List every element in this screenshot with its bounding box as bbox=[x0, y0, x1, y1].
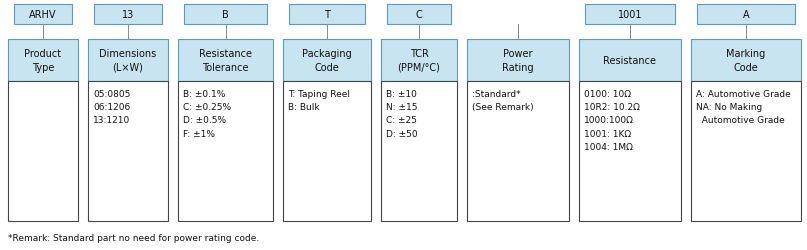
Bar bbox=[697, 5, 795, 25]
Text: Dimensions
(L×W): Dimensions (L×W) bbox=[99, 49, 157, 72]
Bar bbox=[88, 82, 168, 221]
Bar bbox=[178, 40, 273, 82]
Bar bbox=[8, 82, 78, 221]
Text: ARHV: ARHV bbox=[29, 10, 56, 20]
Bar bbox=[467, 40, 569, 82]
Bar bbox=[387, 5, 451, 25]
Text: B: ±10
N: ±15
C: ±25
D: ±50: B: ±10 N: ±15 C: ±25 D: ±50 bbox=[386, 90, 418, 138]
Text: 0100: 10Ω
10R2: 10.2Ω
1000:100Ω
1001: 1KΩ
1004: 1MΩ: 0100: 10Ω 10R2: 10.2Ω 1000:100Ω 1001: 1K… bbox=[584, 90, 640, 151]
Text: 13: 13 bbox=[122, 10, 134, 20]
Bar bbox=[184, 5, 267, 25]
Bar bbox=[691, 82, 801, 221]
Text: Resistance
Tolerance: Resistance Tolerance bbox=[199, 49, 252, 72]
Text: Packaging
Code: Packaging Code bbox=[302, 49, 352, 72]
Text: Power
Rating: Power Rating bbox=[502, 49, 533, 72]
Bar bbox=[283, 82, 371, 221]
Text: A: A bbox=[742, 10, 750, 20]
Bar bbox=[381, 82, 457, 221]
Text: 05:0805
06:1206
13:1210: 05:0805 06:1206 13:1210 bbox=[93, 90, 131, 125]
Bar bbox=[585, 5, 675, 25]
Text: B: ±0.1%
C: ±0.25%
D: ±0.5%
F: ±1%: B: ±0.1% C: ±0.25% D: ±0.5% F: ±1% bbox=[183, 90, 231, 138]
Text: Marking
Code: Marking Code bbox=[726, 49, 766, 72]
Bar bbox=[88, 40, 168, 82]
Text: T: T bbox=[324, 10, 330, 20]
Text: Resistance: Resistance bbox=[604, 56, 657, 66]
Text: B: B bbox=[222, 10, 229, 20]
Bar bbox=[283, 40, 371, 82]
Text: A: Automotive Grade
NA: No Making
  Automotive Grade: A: Automotive Grade NA: No Making Automo… bbox=[696, 90, 791, 125]
Text: T: Taping Reel
B: Bulk: T: Taping Reel B: Bulk bbox=[288, 90, 350, 112]
Bar bbox=[8, 40, 78, 82]
Bar bbox=[579, 82, 681, 221]
Text: 1001: 1001 bbox=[617, 10, 642, 20]
Bar bbox=[381, 40, 457, 82]
Text: C: C bbox=[416, 10, 422, 20]
Bar bbox=[579, 40, 681, 82]
Bar bbox=[289, 5, 365, 25]
Text: Product
Type: Product Type bbox=[24, 49, 61, 72]
Bar bbox=[691, 40, 801, 82]
Text: :Standard*
(See Remark): :Standard* (See Remark) bbox=[472, 90, 533, 112]
Text: TCR
(PPM/°C): TCR (PPM/°C) bbox=[398, 49, 441, 72]
Bar bbox=[178, 82, 273, 221]
Text: *Remark: Standard part no need for power rating code.: *Remark: Standard part no need for power… bbox=[8, 233, 259, 242]
Bar bbox=[467, 82, 569, 221]
Bar bbox=[94, 5, 162, 25]
Bar bbox=[14, 5, 72, 25]
